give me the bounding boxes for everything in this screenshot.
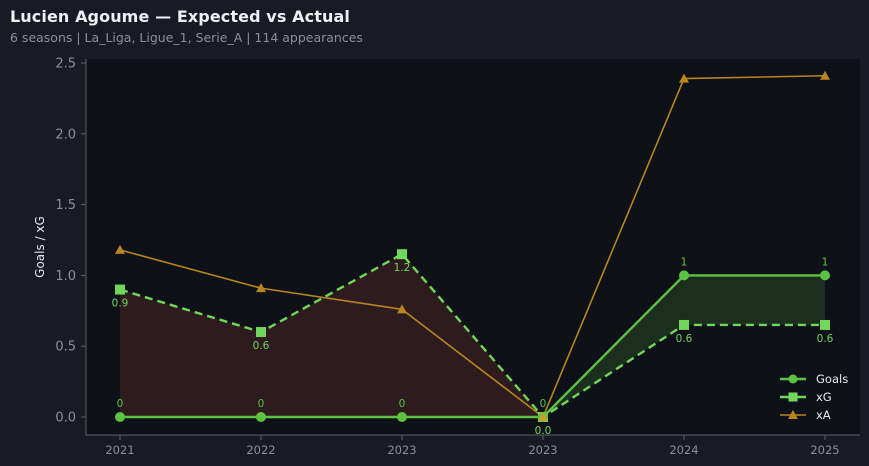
xa-triangle-marker (397, 304, 407, 314)
axes: 0.0 0.5 1.0 1.5 2.0 2.5 2021 2022 2023 2023 2024 20… (55, 57, 860, 457)
xg-square-marker (256, 327, 266, 338)
legend-item-xg: xG (780, 390, 832, 404)
series-lines (115, 70, 830, 422)
xa-triangle-marker (115, 244, 125, 254)
y-tick-label: 0.5 (55, 340, 76, 355)
goals-data-label: 1 (681, 256, 688, 268)
data-labels: 0 0 0 0 1 1 0.9 0.6 1.2 0.0 0.6 0.6 (112, 256, 834, 437)
goals-circle-marker (679, 270, 689, 281)
triangle-marker-icon (788, 410, 798, 419)
goals-data-label: 0 (399, 398, 406, 410)
goals-data-label: 1 (822, 256, 829, 268)
y-tick-label: 2.5 (55, 57, 76, 72)
xg-data-label: 0.0 (535, 425, 552, 437)
legend-item-goals: Goals (780, 372, 848, 386)
x-tick-label: 2021 (105, 443, 134, 457)
xg-data-label: 1.2 (394, 262, 411, 274)
goals-circle-marker (397, 412, 407, 422)
legend-label: Goals (816, 372, 848, 386)
xa-triangle-marker (679, 73, 689, 83)
y-tick-label: 2.0 (55, 127, 76, 142)
xg-square-marker (820, 319, 830, 330)
square-marker-icon (788, 392, 798, 402)
chart-subtitle: 6 seasons | La_Liga, Ligue_1, Serie_A | … (10, 30, 363, 45)
y-tick-label: 1.0 (55, 269, 76, 284)
xg-data-label: 0.6 (676, 333, 693, 345)
x-tick-label: 2023 (528, 443, 557, 457)
goals-data-label: 0 (117, 398, 124, 410)
legend-item-xa: xA (780, 408, 831, 422)
goals-data-label: 0 (258, 398, 265, 410)
goals-data-label: 0 (540, 398, 547, 410)
xa-triangle-marker (820, 70, 830, 80)
y-axis-label: Goals / xG (33, 216, 47, 278)
performance-fills (120, 254, 825, 417)
circle-marker-icon (788, 374, 798, 384)
x-tick-label: 2022 (246, 443, 275, 457)
xa-line (119, 74, 826, 419)
chart-title: Lucien Agoume — Expected vs Actual (10, 7, 350, 26)
xg-data-label: 0.6 (817, 333, 834, 345)
xa-triangle-marker (256, 283, 266, 293)
underperform-fill (120, 254, 543, 417)
xg-data-label: 0.6 (253, 340, 270, 352)
goals-circle-marker (115, 412, 125, 422)
overperform-fill (543, 275, 825, 417)
xg-square-marker (679, 319, 689, 330)
goals-circle-marker (256, 412, 266, 422)
xg-data-label: 0.9 (112, 298, 129, 310)
y-tick-label: 0.0 (55, 411, 76, 426)
x-tick-label: 2025 (810, 443, 839, 457)
legend-label: xA (816, 408, 831, 422)
legend-label: xG (816, 390, 832, 404)
goals-line (120, 274, 825, 419)
xa-triangle-marker (538, 412, 548, 421)
y-tick-label: 1.5 (55, 198, 76, 213)
legend: Goals xG xA (780, 372, 848, 422)
xg-square-marker (115, 284, 125, 295)
xg-line (119, 252, 825, 419)
goals-circle-marker (820, 270, 830, 281)
x-tick-label: 2024 (669, 443, 698, 457)
x-tick-label: 2023 (387, 443, 416, 457)
xg-square-marker (397, 249, 407, 260)
